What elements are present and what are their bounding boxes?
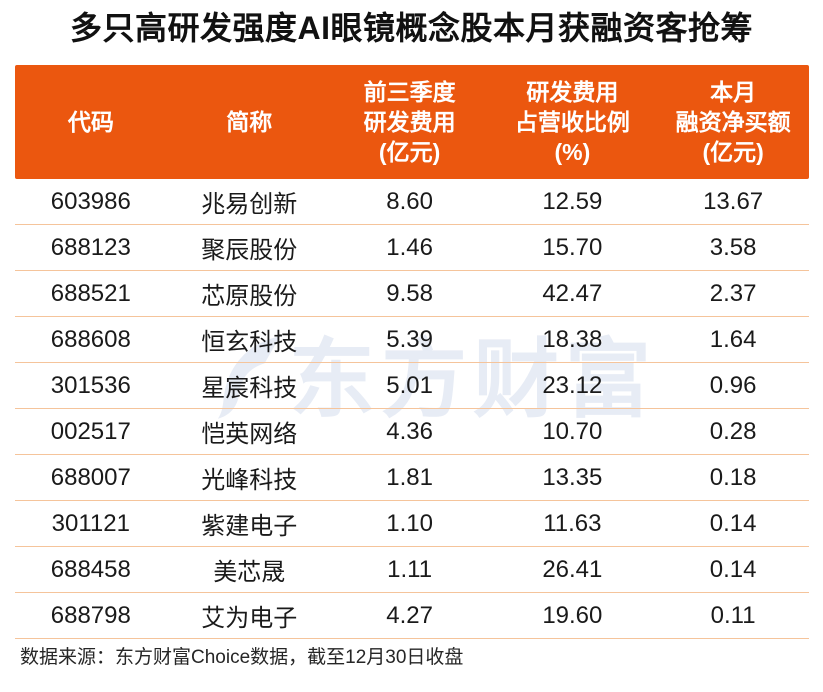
net-buy-amount: 13.67: [703, 187, 764, 215]
stock-code: 688458: [50, 555, 131, 583]
stock-code: 603986: [50, 187, 131, 215]
stocks-table: 东方财富 代码 简称 前三季度 研发费用 (亿元) 研发费用 占营收比例 (%) 本月 融资净买额…: [15, 65, 809, 639]
stock-name: 紫建电子: [201, 513, 298, 540]
stock-code: 688007: [50, 463, 131, 491]
rd-expense: 9.58: [386, 279, 433, 307]
table-row: 688608 恒玄科技 5.39 18.38 1.64: [15, 317, 809, 363]
table-body: 603986 兆易创新 8.60 12.59 13.67 688123 聚辰股份 1.46 15…: [15, 179, 809, 639]
rd-expense: 1.81: [386, 463, 433, 491]
table-row: 688521 芯原股份 9.58 42.47 2.37: [15, 271, 809, 317]
stock-name: 艾为电子: [201, 605, 298, 632]
rd-revenue-ratio: 15.70: [542, 233, 603, 261]
net-buy-amount: 0.28: [709, 417, 757, 445]
net-buy-amount: 0.96: [709, 371, 757, 399]
table-header-row: 代码 简称 前三季度 研发费用 (亿元) 研发费用 占营收比例 (%) 本月 融资净买额 (亿元): [15, 65, 809, 179]
stock-code: 688798: [50, 601, 131, 629]
stock-name: 兆易创新: [201, 191, 298, 218]
rd-expense: 1.46: [386, 233, 433, 261]
stock-name: 聚辰股份: [201, 237, 298, 264]
column-header-line: (亿元): [702, 139, 764, 165]
rd-expense: 4.27: [386, 601, 433, 629]
column-header-line: 占营收比例: [514, 109, 630, 135]
column-header-line: (亿元): [378, 139, 441, 165]
column-header-4: 本月融资净买额 (亿元): [657, 77, 809, 167]
column-header-0: 代码: [15, 107, 167, 137]
net-buy-amount: 0.18: [709, 463, 757, 491]
rd-expense: 1.11: [387, 555, 433, 583]
column-header-line: 本月: [710, 79, 757, 105]
rd-revenue-ratio: 19.60: [542, 601, 603, 629]
stock-code: 002517: [50, 417, 131, 445]
rd-revenue-ratio: 12.59: [542, 187, 603, 215]
rd-expense: 1.10: [386, 509, 433, 537]
table-row: 688798 艾为电子 4.27 19.60 0.11: [15, 593, 809, 639]
net-buy-amount: 0.11: [710, 601, 756, 629]
stock-name: 恒玄科技: [201, 329, 298, 356]
page-title: 多只高研发强度AI眼镜概念股本月获融资客抢筹: [69, 10, 753, 46]
net-buy-amount: 1.64: [709, 325, 757, 353]
rd-revenue-ratio: 42.47: [542, 279, 603, 307]
stock-name: 星宸科技: [201, 375, 298, 402]
table-row: 688123 聚辰股份 1.46 15.70 3.58: [15, 225, 809, 271]
rd-revenue-ratio: 26.41: [542, 555, 603, 583]
rd-revenue-ratio: 23.12: [542, 371, 603, 399]
stock-code: 301536: [50, 371, 131, 399]
rd-expense: 8.60: [386, 187, 433, 215]
column-header-3: 研发费用占营收比例 (%): [487, 77, 657, 167]
stock-code: 301121: [51, 509, 130, 537]
table-row: 301121 紫建电子 1.10 11.63 0.14: [15, 501, 809, 547]
table-row: 688007 光峰科技 1.81 13.35 0.18: [15, 455, 809, 501]
stock-name: 光峰科技: [201, 467, 298, 494]
rd-expense: 4.36: [386, 417, 433, 445]
table-row: 688458 美芯晟 1.11 26.41 0.14: [15, 547, 809, 593]
column-header-line: 融资净买额: [675, 109, 791, 135]
column-header-line: 代码: [67, 109, 114, 135]
net-buy-amount: 0.14: [709, 509, 757, 537]
stock-name: 美芯晟: [213, 559, 286, 586]
net-buy-amount: 2.37: [709, 279, 757, 307]
stock-code: 688123: [50, 233, 131, 261]
column-header-1: 简称: [167, 107, 332, 137]
rd-expense: 5.01: [386, 371, 433, 399]
rd-revenue-ratio: 11.63: [543, 509, 602, 537]
column-header-line: 前三季度: [363, 79, 456, 105]
stock-name: 芯原股份: [201, 283, 298, 310]
rd-revenue-ratio: 10.70: [542, 417, 603, 445]
table-row: 002517 恺英网络 4.36 10.70 0.28: [15, 409, 809, 455]
rd-expense: 5.39: [386, 325, 433, 353]
stock-code: 688521: [50, 279, 131, 307]
rd-revenue-ratio: 13.35: [542, 463, 603, 491]
column-header-2: 前三季度研发费用 (亿元): [332, 77, 488, 167]
net-buy-amount: 3.58: [709, 233, 757, 261]
column-header-line: 研发费用: [526, 79, 619, 105]
net-buy-amount: 0.14: [709, 555, 757, 583]
table-row: 603986 兆易创新 8.60 12.59 13.67: [15, 179, 809, 225]
stock-code: 688608: [50, 325, 131, 353]
rd-revenue-ratio: 18.38: [542, 325, 603, 353]
column-header-line: 研发费用: [363, 109, 456, 135]
table-row: 301536 星宸科技 5.01 23.12 0.96: [15, 363, 809, 409]
stock-name: 恺英网络: [201, 421, 298, 448]
column-header-line: (%): [554, 139, 591, 165]
source-note: 数据来源：东方财富Choice数据，截至12月30日收盘: [20, 647, 464, 668]
column-header-line: 简称: [226, 109, 273, 135]
